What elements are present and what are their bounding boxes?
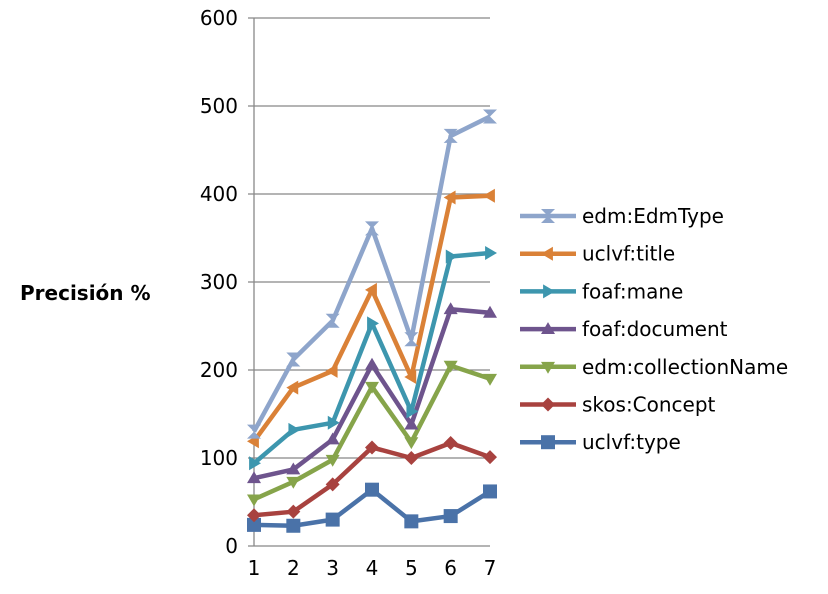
y-tick-labels: 0 100 200 300 400 500 600 xyxy=(200,6,238,558)
point-uclvf-type-5 xyxy=(404,514,419,529)
legend: edm:EdmType uclvf:title foaf:mane foaf:docu… xyxy=(520,204,788,454)
point-edm-collectionname-2 xyxy=(286,476,301,489)
legend-item-foaf-document: foaf:document xyxy=(520,317,728,341)
series-uclvf-type xyxy=(247,482,497,533)
x-tick-7: 7 xyxy=(484,556,497,580)
point-foaf-mane-2 xyxy=(288,422,301,437)
legend-item-uclvf-title: uclvf:title xyxy=(520,242,675,266)
y-tick-400: 400 xyxy=(200,182,238,206)
legend-item-edm-collectionname: edm:collectionName xyxy=(520,355,788,379)
legend-marker-foaf-mane xyxy=(543,284,555,299)
legend-item-foaf-mane: foaf:mane xyxy=(520,279,683,303)
point-skos-concept-7 xyxy=(483,450,497,465)
legend-marker-skos-concept xyxy=(541,397,555,412)
point-uclvf-title-6 xyxy=(443,190,456,205)
point-foaf-mane-1 xyxy=(249,456,261,471)
legend-label-uclvf-type: uclvf:type xyxy=(582,430,681,454)
point-skos-concept-1 xyxy=(247,508,261,523)
series-edm-collectionname xyxy=(247,360,497,507)
series-group xyxy=(247,109,497,533)
point-edm-edmtype-2 xyxy=(286,352,301,367)
point-foaf-mane-7 xyxy=(485,245,497,260)
y-tick-600: 600 xyxy=(200,6,238,30)
point-skos-concept-2 xyxy=(286,504,301,519)
point-edm-edmtype-5 xyxy=(404,332,419,347)
legend-label-foaf-document: foaf:document xyxy=(582,317,728,341)
point-foaf-mane-3 xyxy=(327,415,340,430)
point-uclvf-title-3 xyxy=(325,363,338,378)
series-line-edm-edmtype xyxy=(252,114,491,433)
point-uclvf-type-1 xyxy=(247,517,261,532)
point-uclvf-title-7 xyxy=(483,188,495,203)
point-skos-concept-5 xyxy=(404,451,419,465)
point-edm-collectionname-7 xyxy=(483,373,497,386)
point-uclvf-type-4 xyxy=(365,482,379,497)
x-tick-4: 4 xyxy=(366,556,379,580)
point-foaf-mane-6 xyxy=(445,249,458,264)
legend-label-edm-edmtype: edm:EdmType xyxy=(582,204,724,228)
legend-item-edm-edmtype: edm:EdmType xyxy=(520,204,724,228)
point-uclvf-type-6 xyxy=(443,509,458,524)
series-edm-edmtype xyxy=(247,109,497,439)
point-uclvf-title-4 xyxy=(365,282,377,297)
point-foaf-mane-4 xyxy=(367,316,379,331)
point-skos-concept-6 xyxy=(443,436,458,451)
legend-marker-edm-edmtype xyxy=(541,209,555,223)
legend-marker-uclvf-type xyxy=(541,435,555,450)
y-tick-300: 300 xyxy=(200,270,238,294)
point-foaf-document-6 xyxy=(443,302,458,315)
y-tick-200: 200 xyxy=(200,358,238,382)
point-foaf-document-1 xyxy=(247,471,261,484)
point-uclvf-type-2 xyxy=(286,518,301,533)
gridlines xyxy=(248,17,490,547)
point-edm-edmtype-7 xyxy=(483,109,497,124)
point-foaf-document-5 xyxy=(404,417,419,430)
point-foaf-document-7 xyxy=(483,305,497,318)
legend-label-foaf-mane: foaf:mane xyxy=(582,279,683,303)
legend-marker-foaf-document xyxy=(541,322,555,334)
y-tick-0: 0 xyxy=(225,534,238,558)
point-uclvf-type-7 xyxy=(483,484,497,499)
legend-label-edm-collectionname: edm:collectionName xyxy=(582,355,788,379)
series-skos-concept xyxy=(247,436,497,523)
point-edm-edmtype-1 xyxy=(247,424,261,439)
legend-item-skos-concept: skos:Concept xyxy=(520,393,716,417)
point-uclvf-title-2 xyxy=(286,380,299,395)
point-edm-collectionname-6 xyxy=(443,360,458,373)
series-foaf-document xyxy=(247,302,497,484)
point-uclvf-title-5 xyxy=(404,370,417,385)
legend-marker-edm-collectionname xyxy=(541,361,555,374)
x-tick-labels: 1 2 3 4 5 6 7 xyxy=(248,556,497,580)
point-edm-edmtype-3 xyxy=(325,313,340,328)
point-edm-edmtype-4 xyxy=(365,221,379,236)
legend-item-uclvf-type: uclvf:type xyxy=(520,430,681,454)
point-uclvf-type-3 xyxy=(325,512,340,527)
point-edm-collectionname-5 xyxy=(404,437,419,450)
legend-label-uclvf-title: uclvf:title xyxy=(582,242,675,266)
x-tick-2: 2 xyxy=(287,556,300,580)
point-edm-edmtype-6 xyxy=(443,128,458,143)
series-foaf-mane xyxy=(249,245,497,471)
point-foaf-document-4 xyxy=(365,357,379,370)
point-edm-collectionname-1 xyxy=(247,494,261,507)
y-tick-100: 100 xyxy=(200,446,238,470)
y-axis-label: Precisión % xyxy=(20,281,151,305)
point-skos-concept-3 xyxy=(325,477,340,492)
legend-label-skos-concept: skos:Concept xyxy=(582,393,716,417)
point-foaf-document-3 xyxy=(325,432,340,445)
y-tick-500: 500 xyxy=(200,94,238,118)
legend-marker-uclvf-title xyxy=(541,246,553,261)
x-tick-5: 5 xyxy=(405,556,418,580)
point-skos-concept-4 xyxy=(365,440,379,455)
point-foaf-document-2 xyxy=(286,462,301,475)
point-foaf-mane-5 xyxy=(406,404,419,419)
point-edm-collectionname-4 xyxy=(365,381,379,394)
x-tick-1: 1 xyxy=(248,556,261,580)
x-tick-3: 3 xyxy=(326,556,339,580)
point-edm-collectionname-3 xyxy=(325,454,340,467)
x-tick-6: 6 xyxy=(444,556,457,580)
